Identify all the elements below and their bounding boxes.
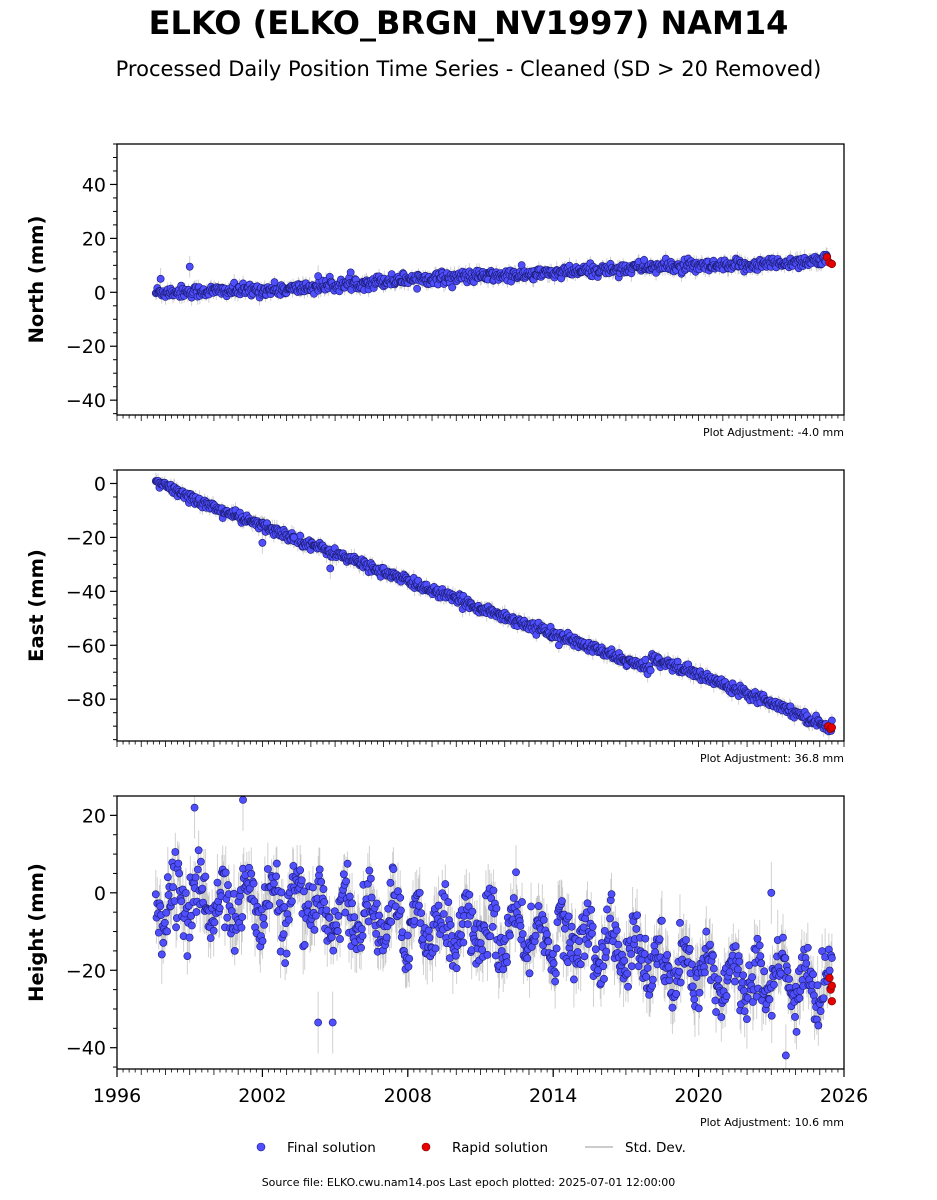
final-point	[215, 904, 224, 913]
y-axis: −40 −20 0 20 40	[66, 143, 117, 415]
y-tick-label: −60	[66, 635, 106, 657]
final-point	[223, 913, 232, 922]
final-point	[314, 272, 323, 281]
final-point	[247, 869, 256, 878]
final-point	[413, 284, 422, 293]
final-point	[646, 666, 655, 675]
final-point	[157, 950, 166, 959]
y-tick-label: −80	[66, 689, 106, 711]
chart-title: ELKO (ELKO_BRGN_NV1997) NAM14	[148, 4, 789, 42]
x-axis	[116, 415, 845, 421]
plot-adjustment: Plot Adjustment: 36.8 mm	[700, 752, 844, 765]
north-panel: −40 −20 0 20 40 North (mm) Plot Adjustment: -4…	[25, 143, 845, 439]
series-final	[151, 472, 836, 740]
final-point	[169, 883, 177, 892]
series-final	[151, 796, 836, 1069]
final-point	[171, 848, 180, 856]
rapid-points	[824, 722, 836, 733]
y-axis: −80 −60 −40 −20 0	[66, 469, 117, 741]
final-point	[259, 913, 268, 922]
final-point	[213, 878, 222, 887]
final-point	[260, 920, 268, 929]
y-tick-label: −20	[66, 527, 106, 549]
final-point	[326, 564, 335, 573]
final-points	[151, 796, 836, 1060]
final-point	[163, 873, 172, 882]
final-points	[151, 476, 836, 736]
final-point	[156, 274, 165, 283]
final-point	[151, 890, 160, 899]
final-point	[290, 533, 298, 542]
final-point	[221, 868, 230, 877]
final-point	[172, 923, 180, 932]
final-point	[640, 255, 649, 264]
x-axis	[116, 741, 845, 747]
east-panel: −80 −60 −40 −20 0 East (mm) Plot Adjustment: 3…	[25, 469, 845, 765]
y-tick-label: −40	[66, 581, 106, 603]
final-point	[265, 901, 274, 910]
final-point	[210, 918, 219, 927]
final-point	[209, 926, 218, 935]
final-point	[227, 906, 236, 915]
rapid-point	[827, 723, 836, 732]
y-tick-label: 0	[94, 282, 106, 304]
y-axis-label: East (mm)	[25, 549, 48, 662]
y-tick-label: 40	[82, 174, 106, 196]
chart-subtitle: Processed Daily Position Time Series - C…	[115, 57, 822, 81]
final-point	[187, 911, 196, 920]
y-axis-label: North (mm)	[25, 216, 48, 344]
final-point	[249, 879, 258, 888]
final-point	[198, 884, 207, 893]
final-point	[181, 889, 190, 897]
rapid-point	[827, 259, 836, 269]
final-point	[230, 946, 239, 955]
final-points	[151, 250, 831, 302]
final-point	[156, 902, 165, 911]
final-point	[201, 872, 210, 881]
final-point	[448, 283, 457, 292]
final-point	[159, 938, 168, 947]
rapid-points	[822, 253, 836, 269]
series-final	[151, 247, 836, 307]
final-point	[206, 934, 215, 943]
final-point	[162, 908, 171, 917]
final-point	[175, 869, 183, 878]
y-tick-label: 0	[94, 473, 106, 495]
final-point	[174, 859, 183, 868]
y-tick-label: 20	[82, 228, 106, 250]
final-point	[183, 952, 192, 960]
final-point	[160, 918, 169, 927]
final-point	[163, 927, 171, 936]
final-point	[187, 921, 196, 930]
final-point	[258, 937, 267, 945]
final-point	[177, 897, 186, 906]
final-point	[164, 891, 173, 899]
final-point	[196, 857, 205, 866]
final-point	[346, 268, 355, 277]
final-point	[270, 278, 279, 287]
plot-adjustment: Plot Adjustment: -4.0 mm	[703, 426, 844, 439]
final-point	[258, 538, 267, 547]
final-point	[193, 865, 202, 874]
y-tick-label: −20	[66, 336, 106, 358]
final-point	[238, 913, 247, 921]
final-point	[263, 865, 272, 873]
y-tick-label: −40	[66, 390, 106, 412]
final-point	[224, 881, 232, 889]
final-point	[185, 933, 194, 942]
final-point	[194, 846, 203, 855]
final-point	[185, 262, 194, 271]
final-point	[191, 873, 200, 882]
final-point	[192, 908, 201, 916]
final-point	[237, 923, 246, 932]
